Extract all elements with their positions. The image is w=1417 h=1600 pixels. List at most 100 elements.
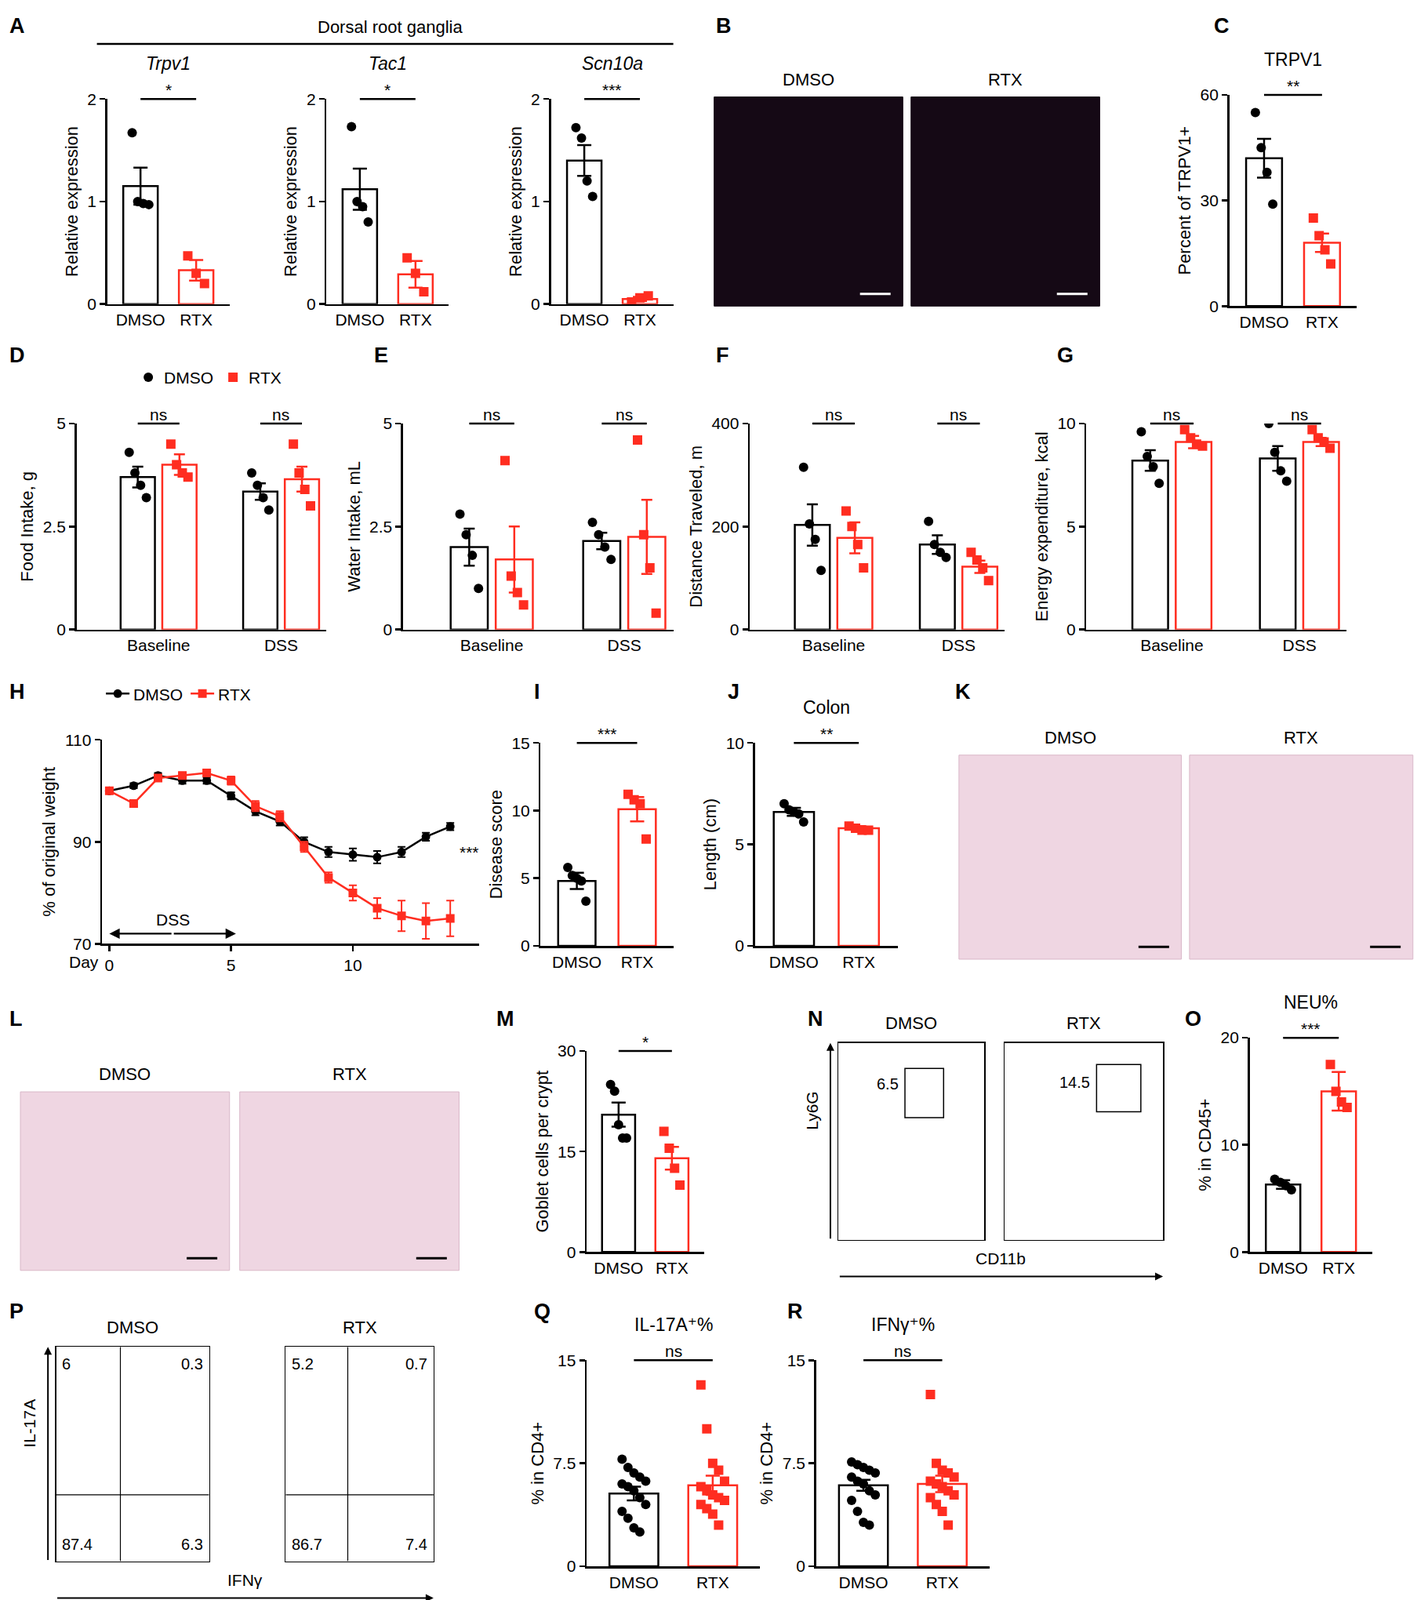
- svg-text:DMSO: DMSO: [769, 952, 819, 971]
- svg-text:15: 15: [557, 1142, 576, 1161]
- svg-text:G: G: [1057, 343, 1074, 367]
- svg-text:2: 2: [306, 90, 317, 109]
- svg-text:ns: ns: [949, 405, 967, 424]
- svg-text:IFNγ: IFNγ: [227, 1570, 263, 1589]
- svg-text:***: ***: [459, 842, 480, 862]
- svg-text:5: 5: [56, 414, 66, 433]
- svg-text:M: M: [496, 1006, 515, 1031]
- svg-text:DMSO: DMSO: [552, 952, 602, 971]
- svg-text:RTX: RTX: [218, 685, 251, 704]
- svg-text:ns: ns: [483, 405, 501, 424]
- svg-text:DMSO: DMSO: [1044, 727, 1097, 748]
- svg-text:Ly6G: Ly6G: [802, 1090, 822, 1130]
- svg-text:O: O: [1184, 1006, 1202, 1031]
- svg-text:Baseline: Baseline: [802, 635, 866, 654]
- svg-text:**: **: [1286, 76, 1300, 95]
- svg-text:2.5: 2.5: [369, 517, 393, 536]
- svg-text:***: ***: [602, 80, 622, 99]
- svg-text:ns: ns: [149, 405, 168, 424]
- svg-text:DMSO: DMSO: [1238, 312, 1289, 331]
- svg-text:Baseline: Baseline: [1140, 635, 1204, 654]
- svg-text:DMSO: DMSO: [133, 685, 183, 704]
- svg-text:Relative expression: Relative expression: [61, 126, 82, 277]
- svg-text:6: 6: [61, 1355, 71, 1373]
- svg-text:DMSO: DMSO: [163, 368, 214, 387]
- svg-text:90: 90: [72, 832, 91, 851]
- svg-text:IL-17A⁺%: IL-17A⁺%: [634, 1314, 713, 1335]
- svg-text:I: I: [534, 679, 541, 704]
- svg-text:1: 1: [87, 192, 97, 211]
- svg-text:0.7: 0.7: [405, 1355, 428, 1373]
- svg-text:J: J: [727, 679, 740, 704]
- svg-text:Energy expenditure, kcal: Energy expenditure, kcal: [1031, 431, 1052, 622]
- svg-text:Relative expression: Relative expression: [280, 126, 301, 277]
- svg-text:DMSO: DMSO: [559, 310, 610, 329]
- svg-text:DMSO: DMSO: [885, 1013, 938, 1033]
- svg-text:DMSO: DMSO: [593, 1258, 644, 1277]
- svg-text:200: 200: [711, 517, 739, 536]
- svg-text:CD11b: CD11b: [975, 1249, 1026, 1268]
- svg-text:R: R: [787, 1299, 803, 1323]
- svg-text:10: 10: [511, 801, 530, 820]
- svg-text:RTX: RTX: [1066, 1013, 1101, 1033]
- svg-text:DMSO: DMSO: [334, 310, 385, 329]
- svg-text:0: 0: [1229, 1242, 1239, 1261]
- svg-text:DMSO: DMSO: [98, 1064, 151, 1084]
- svg-text:Baseline: Baseline: [127, 635, 191, 654]
- svg-text:RTX: RTX: [696, 1573, 730, 1592]
- svg-text:0: 0: [87, 294, 97, 313]
- svg-text:RTX: RTX: [248, 368, 282, 387]
- svg-text:0: 0: [734, 936, 745, 955]
- svg-text:DSS: DSS: [941, 635, 976, 654]
- svg-text:86.7: 86.7: [291, 1535, 323, 1553]
- svg-text:15: 15: [511, 733, 530, 752]
- svg-text:20: 20: [1220, 1028, 1239, 1047]
- svg-text:15: 15: [557, 1351, 576, 1370]
- svg-text:RTX: RTX: [1283, 727, 1319, 748]
- svg-text:0.3: 0.3: [181, 1355, 204, 1373]
- svg-text:IFNγ⁺%: IFNγ⁺%: [871, 1314, 935, 1335]
- svg-text:ns: ns: [615, 405, 633, 424]
- svg-text:DSS: DSS: [156, 910, 190, 929]
- svg-text:Dorsal root ganglia: Dorsal root ganglia: [317, 17, 463, 37]
- svg-text:F: F: [715, 343, 730, 367]
- svg-text:RTX: RTX: [926, 1573, 960, 1592]
- svg-text:E: E: [374, 343, 389, 367]
- svg-text:% of original weight: % of original weight: [39, 766, 59, 917]
- svg-text:RTX: RTX: [842, 952, 876, 971]
- svg-text:70: 70: [72, 934, 91, 953]
- svg-text:RTX: RTX: [1305, 312, 1339, 331]
- svg-text:RTX: RTX: [988, 69, 1023, 90]
- svg-text:Q: Q: [534, 1299, 551, 1323]
- svg-text:5: 5: [1066, 517, 1076, 536]
- svg-text:% in CD45+: % in CD45+: [1195, 1098, 1215, 1192]
- svg-text:Trpv1: Trpv1: [145, 53, 191, 74]
- svg-text:15: 15: [787, 1351, 806, 1370]
- svg-text:2.5: 2.5: [43, 517, 66, 536]
- svg-text:RTX: RTX: [342, 1317, 378, 1338]
- svg-text:DMSO: DMSO: [782, 69, 835, 90]
- svg-text:5: 5: [520, 868, 531, 887]
- svg-text:60: 60: [1200, 85, 1219, 104]
- svg-text:0: 0: [730, 620, 740, 639]
- svg-text:14.5: 14.5: [1059, 1073, 1090, 1091]
- svg-text:RTX: RTX: [179, 310, 213, 329]
- svg-text:N: N: [807, 1006, 824, 1031]
- svg-text:Water Intake, mL: Water Intake, mL: [344, 461, 364, 593]
- svg-text:DSS: DSS: [264, 635, 298, 654]
- svg-text:30: 30: [1200, 191, 1219, 210]
- svg-text:RTX: RTX: [623, 310, 657, 329]
- svg-text:0: 0: [1209, 297, 1219, 316]
- svg-text:87.4: 87.4: [61, 1535, 93, 1553]
- svg-text:*: *: [165, 80, 172, 99]
- svg-text:5: 5: [382, 414, 393, 433]
- svg-text:10: 10: [1057, 414, 1076, 433]
- svg-text:ns: ns: [664, 1341, 683, 1360]
- svg-text:DSS: DSS: [1282, 635, 1316, 654]
- svg-text:DMSO: DMSO: [1258, 1258, 1308, 1277]
- svg-text:400: 400: [711, 414, 739, 433]
- svg-text:0: 0: [566, 1556, 577, 1575]
- svg-text:1: 1: [530, 192, 541, 211]
- svg-text:RTX: RTX: [399, 310, 433, 329]
- svg-text:0: 0: [1066, 620, 1076, 639]
